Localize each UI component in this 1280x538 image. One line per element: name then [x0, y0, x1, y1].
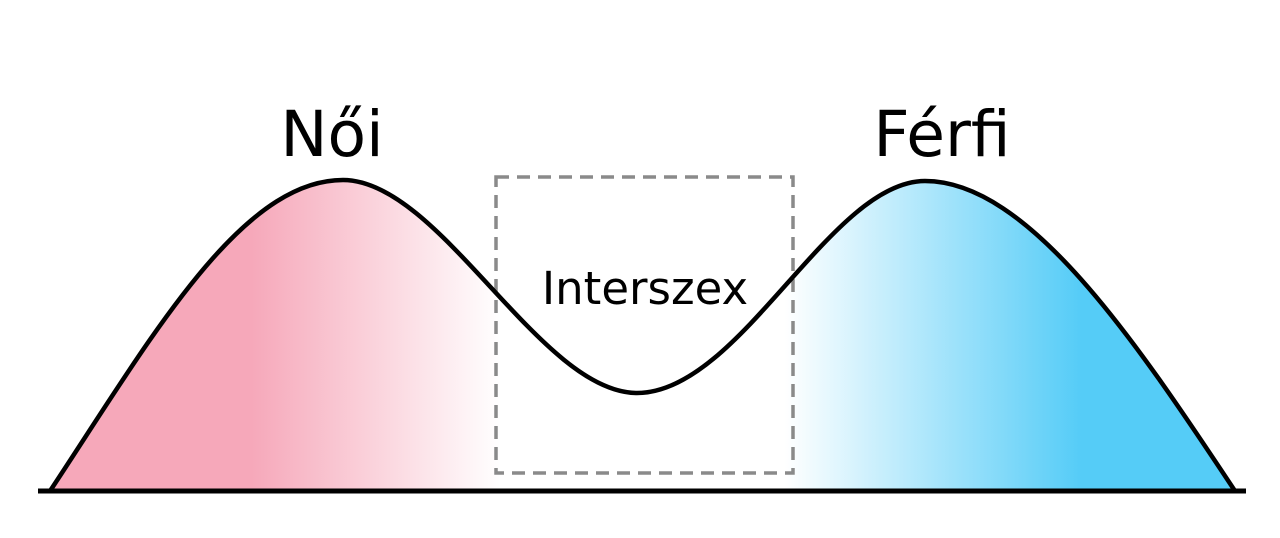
distribution-fill-area: [50, 180, 1235, 491]
male-label: Férfi: [873, 98, 1010, 171]
distribution-curve: [47, 177, 1238, 494]
intersex-label: Interszex: [542, 262, 748, 315]
female-label: Női: [280, 98, 383, 171]
intersex-region-box: [494, 175, 795, 475]
